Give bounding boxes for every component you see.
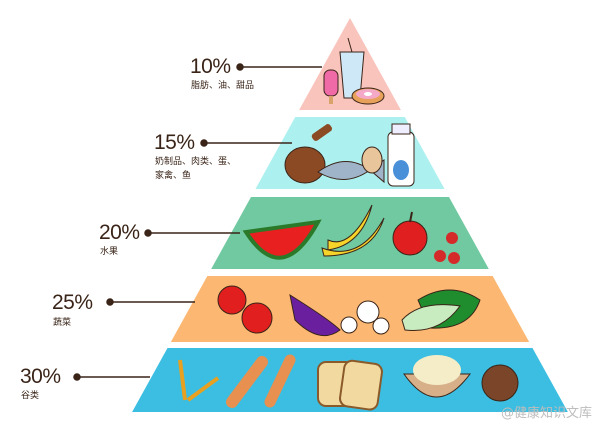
level-1-label: 脂肪、油、甜品 [191,81,255,91]
level-5-percent: 30% [20,365,61,388]
level-3-label: 水果 [100,247,119,257]
leader-dot [236,63,244,71]
vegetables-icon [217,285,481,337]
grains-icon [178,354,519,411]
leader-dot [200,139,208,147]
level-2-label: 奶制品、肉类、蛋、 [155,157,237,167]
level-4-label: 蔬菜 [53,318,72,328]
leader-dot [106,298,114,306]
meat-fish-milk-icon [284,123,415,187]
leader-dot [144,229,152,237]
sweets-icon [323,37,385,105]
fruit-icon [242,204,460,264]
level-1-percent: 10% [190,55,231,78]
leader-dot [73,373,81,381]
level-4-percent: 25% [52,291,93,314]
level-2-percent: 15% [154,131,195,154]
watermark: @健康知识文库 [500,406,592,421]
level-5-label: 谷类 [21,391,40,401]
level-3-percent: 20% [99,221,140,244]
level-2-label-line2: 家禽、鱼 [155,171,192,181]
